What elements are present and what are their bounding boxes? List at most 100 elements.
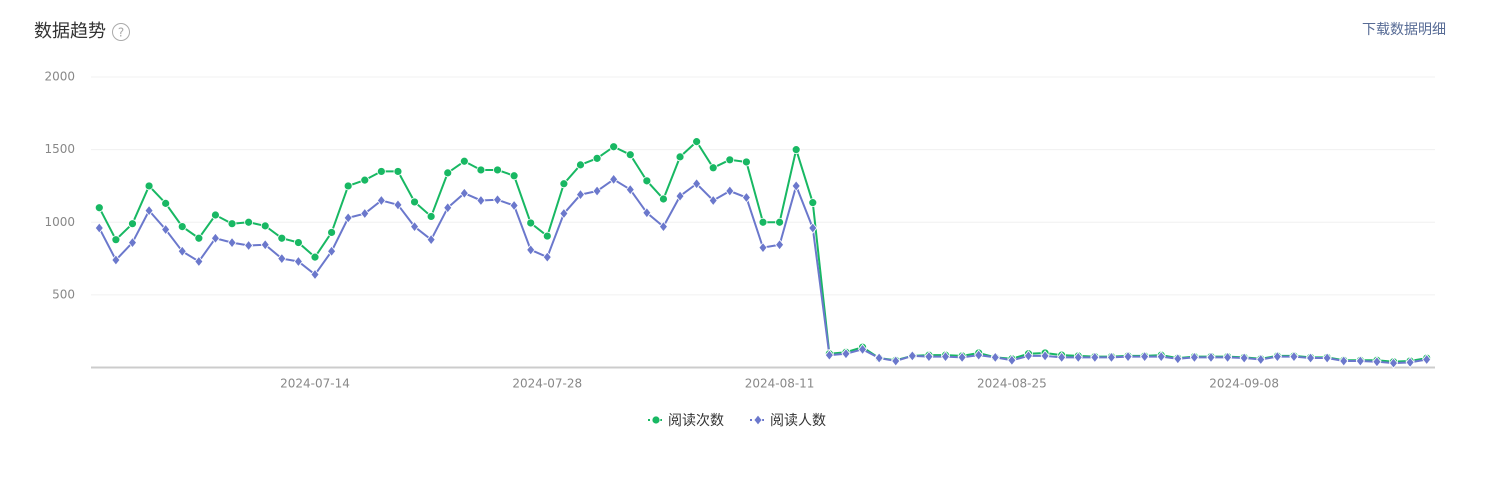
data-point (343, 212, 353, 224)
data-point (144, 181, 154, 191)
data-point (1173, 353, 1183, 365)
data-point (1189, 351, 1199, 363)
data-point (1272, 350, 1282, 363)
data-point (210, 232, 220, 244)
chart-title: 数据趋势 (34, 21, 106, 42)
legend-label[interactable]: 阅读人数 (770, 412, 826, 429)
data-point (410, 220, 420, 233)
data-point (758, 217, 768, 227)
data-point (824, 349, 834, 361)
data-point (725, 155, 735, 165)
data-point (708, 163, 718, 173)
data-point (708, 194, 718, 207)
data-point (1140, 350, 1150, 363)
x-tick-label: 2024-08-11 (745, 377, 815, 391)
download-link[interactable]: 下载数据明细 (1362, 22, 1446, 38)
data-point (957, 351, 967, 363)
x-tick-label: 2024-07-28 (512, 377, 582, 391)
data-point (1372, 356, 1382, 368)
data-point (293, 255, 303, 268)
data-point (609, 173, 619, 186)
data-point (277, 252, 287, 265)
data-point (990, 351, 1000, 363)
data-point (758, 242, 768, 254)
data-point (924, 350, 934, 363)
data-point (128, 219, 137, 229)
data-point (542, 251, 552, 263)
data-point (127, 236, 137, 249)
data-point (426, 234, 436, 246)
legend-label[interactable]: 阅读次数 (668, 412, 724, 429)
data-point (1206, 351, 1216, 363)
data-point (111, 254, 121, 266)
data-point (493, 165, 502, 175)
data-point (741, 191, 751, 204)
data-point (194, 233, 204, 243)
data-point (393, 199, 403, 211)
data-point (509, 199, 519, 212)
data-point (1355, 355, 1365, 367)
data-point (476, 165, 486, 175)
data-point (1239, 352, 1249, 364)
data-point (260, 239, 270, 251)
data-point (974, 349, 984, 361)
x-tick-label: 2024-08-25 (977, 377, 1047, 391)
data-point (443, 168, 453, 178)
data-point (1389, 357, 1399, 369)
data-point (1405, 356, 1415, 369)
data-point (410, 197, 419, 207)
data-point (1073, 351, 1083, 363)
data-point (559, 179, 569, 189)
data-point (642, 176, 652, 186)
data-point (94, 222, 104, 234)
data-point (675, 190, 685, 202)
data-point (294, 238, 303, 247)
data-point (144, 204, 154, 217)
data-point (277, 233, 287, 243)
data-point (625, 150, 635, 160)
data-point (1256, 353, 1266, 366)
x-tick-label: 2024-07-14 (280, 377, 350, 391)
data-point (1223, 351, 1233, 363)
data-point (542, 231, 552, 241)
data-point (476, 194, 486, 207)
data-point (576, 160, 585, 170)
data-point (1422, 353, 1432, 366)
data-point (310, 252, 320, 262)
data-point (459, 187, 469, 199)
data-point (443, 202, 453, 214)
data-point (526, 218, 536, 228)
data-point (161, 223, 171, 236)
data-point (211, 210, 220, 220)
data-point (1106, 351, 1116, 363)
data-point (161, 198, 171, 208)
data-point (808, 222, 818, 234)
data-point (426, 212, 436, 221)
y-tick-label: 1000 (44, 215, 75, 229)
data-point (244, 239, 254, 252)
data-point (575, 189, 585, 201)
data-point (609, 142, 619, 152)
data-point (559, 207, 569, 220)
data-point (1007, 354, 1017, 366)
data-point (509, 171, 519, 181)
data-point (177, 222, 187, 232)
data-point (227, 236, 237, 249)
data-point (808, 198, 818, 208)
data-point (791, 145, 801, 155)
y-tick-label: 500 (52, 287, 75, 301)
data-point (742, 157, 751, 167)
data-point (177, 245, 187, 257)
help-mark[interactable]: ? (118, 26, 124, 40)
data-point (1339, 355, 1349, 367)
data-point (1090, 351, 1100, 363)
data-point (1057, 351, 1067, 363)
data-point (858, 343, 868, 355)
y-tick-label: 2000 (44, 70, 75, 84)
data-point (493, 194, 503, 206)
legend-marker (651, 415, 661, 425)
help-icon[interactable] (112, 23, 130, 41)
data-point (360, 175, 370, 185)
data-point (841, 348, 851, 360)
data-point (393, 167, 403, 176)
